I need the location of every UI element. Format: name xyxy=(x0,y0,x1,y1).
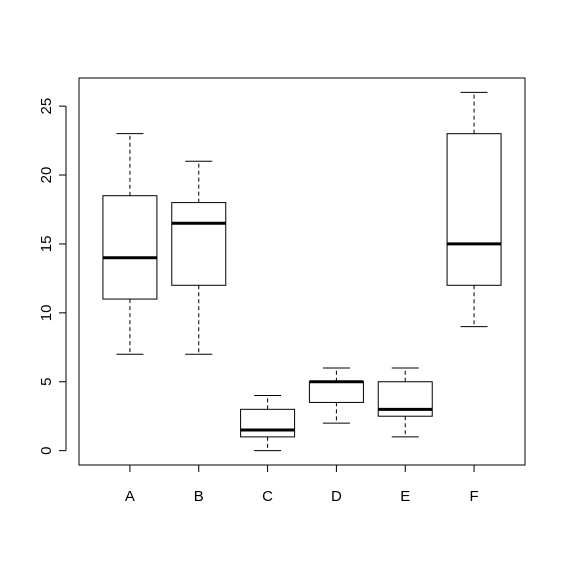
y-tick-label: 25 xyxy=(38,98,55,115)
box-rect xyxy=(240,408,296,438)
x-tick-label: E xyxy=(400,488,410,505)
x-tick-label: D xyxy=(331,488,342,505)
x-axis: A B C D E F xyxy=(125,464,479,505)
box-f xyxy=(446,91,502,328)
box-b xyxy=(171,160,227,355)
box-rect xyxy=(377,381,433,417)
box-rect xyxy=(102,195,158,300)
y-tick-label: 15 xyxy=(38,236,55,253)
x-tick-label: A xyxy=(125,488,135,505)
x-tick-label: C xyxy=(262,488,273,505)
y-tick-label: 5 xyxy=(38,378,55,386)
y-tick-label: 10 xyxy=(38,305,55,322)
box-e xyxy=(377,367,433,438)
x-tick-label: B xyxy=(194,488,204,505)
box-rect xyxy=(308,381,364,403)
y-tick-label: 20 xyxy=(38,167,55,184)
box-a xyxy=(102,133,158,355)
y-tick-label: 0 xyxy=(38,446,55,454)
box-d xyxy=(308,367,364,424)
box-rect xyxy=(171,202,227,286)
x-tick-label: F xyxy=(469,488,478,505)
box-c xyxy=(240,395,296,452)
box-series xyxy=(102,91,502,452)
box-rect xyxy=(446,133,502,286)
y-axis: 0 5 10 15 20 25 xyxy=(38,98,67,455)
